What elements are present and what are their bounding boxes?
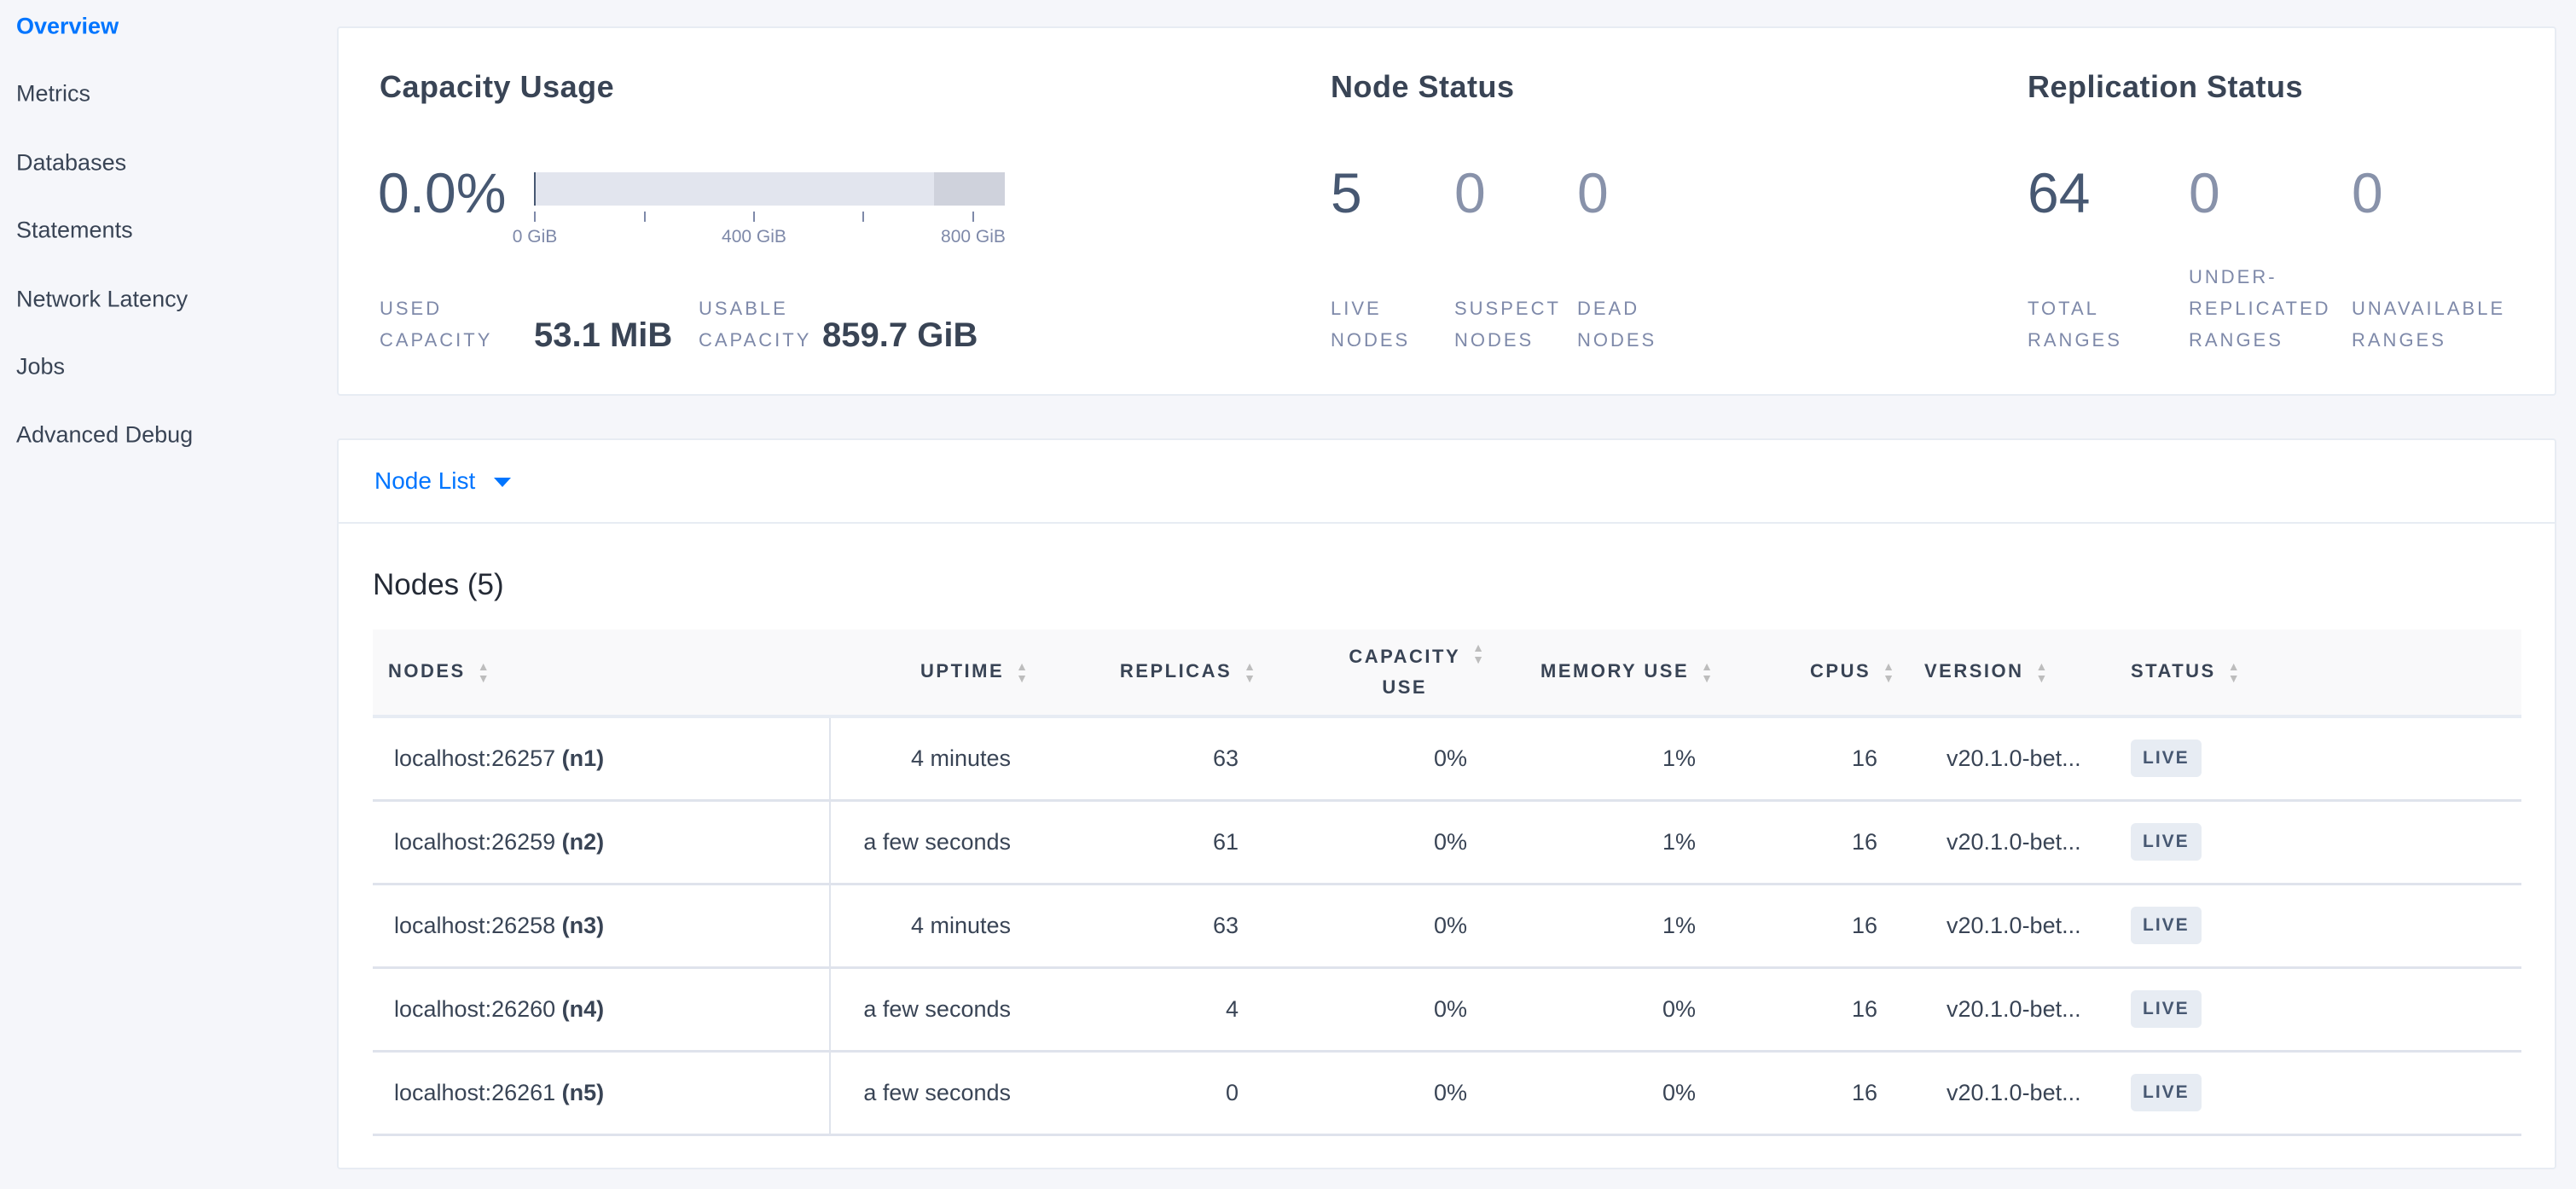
uptime-cell: a few seconds <box>830 967 1049 1053</box>
replicas-cell: 0 <box>1049 1051 1277 1136</box>
version-cell: v20.1.0-bet... <box>1916 716 2107 802</box>
uptime-cell: a few seconds <box>830 800 1049 885</box>
col-capacity-use[interactable]: CAPACITY USE ▲ ▼ <box>1277 629 1506 718</box>
sidebar-item-advanced-debug[interactable]: Advanced Debug <box>16 421 194 448</box>
node-address[interactable]: localhost:26259 (n2) <box>373 800 831 885</box>
version-cell: v20.1.0-bet... <box>1916 1051 2107 1136</box>
dead-nodes-count: 0 <box>1577 161 1609 224</box>
cpus-cell: 16 <box>1734 716 1916 802</box>
uptime-cell: a few seconds <box>830 1051 1049 1136</box>
unavailable-ranges-count: 0 <box>2352 161 2383 224</box>
replication-status-title: Replication Status <box>2028 69 2304 104</box>
col-cpus[interactable]: CPUS ▲ ▼ <box>1734 629 1916 718</box>
replicas-cell: 61 <box>1049 800 1277 885</box>
sort-icon: ▲ ▼ <box>477 659 490 686</box>
capacity-cell: 0% <box>1277 967 1506 1053</box>
sort-icon: ▲ ▼ <box>2227 659 2240 686</box>
usable-capacity-value: 859.7 GiB <box>822 316 978 354</box>
sidebar-item-statements[interactable]: Statements <box>16 217 133 243</box>
sort-icon: ▲ ▼ <box>2035 659 2048 686</box>
version-cell: v20.1.0-bet... <box>1916 884 2107 969</box>
under-replicated-label: UNDER- REPLICATED RANGES <box>2189 266 2331 351</box>
sidebar-item-metrics[interactable]: Metrics <box>16 80 90 107</box>
node-status-title: Node Status <box>1331 69 1515 104</box>
used-capacity-label: USED CAPACITY <box>380 298 493 351</box>
unavailable-ranges-label: UNAVAILABLE RANGES <box>2352 298 2506 351</box>
table-row: localhost:26258 (n3) 4 minutes 63 0% 1% 16 v20… <box>373 884 2521 969</box>
sort-icon: ▲ ▼ <box>1472 641 1484 666</box>
under-replicated-count: 0 <box>2189 161 2220 224</box>
axis-tick-0: 0 GiB <box>512 227 558 246</box>
capacity-cell: 0% <box>1277 884 1506 969</box>
node-address[interactable]: localhost:26257 (n1) <box>373 716 831 802</box>
capacity-bar-unusable <box>934 172 1005 206</box>
axis-tick-800: 800 GiB <box>941 227 1006 246</box>
capacity-cell: 0% <box>1277 800 1506 885</box>
capacity-cell: 0% <box>1277 1051 1506 1136</box>
col-uptime[interactable]: UPTIME ▲ ▼ <box>830 629 1049 718</box>
sidebar-item-network-latency[interactable]: Network Latency <box>16 286 189 312</box>
cpus-cell: 16 <box>1734 884 1916 969</box>
dead-nodes-label: DEAD NODES <box>1577 298 1657 351</box>
version-cell: v20.1.0-bet... <box>1916 800 2107 885</box>
sidebar-item-overview[interactable]: Overview <box>16 13 119 39</box>
usable-capacity-label: USABLE CAPACITY <box>699 298 812 351</box>
node-address[interactable]: localhost:26258 (n3) <box>373 884 831 969</box>
replicas-cell: 63 <box>1049 716 1277 802</box>
live-nodes-label: LIVE NODES <box>1331 298 1411 351</box>
capacity-bar-used <box>534 172 537 206</box>
node-address[interactable]: localhost:26260 (n4) <box>373 967 831 1053</box>
sidebar-item-databases[interactable]: Databases <box>16 149 127 176</box>
used-capacity-value: 53.1 MiB <box>534 316 673 354</box>
capacity-usage-title: Capacity Usage <box>380 69 615 104</box>
live-nodes-count: 5 <box>1331 161 1362 224</box>
suspect-nodes-label: SUSPECT NODES <box>1454 298 1561 351</box>
total-ranges-label: TOTAL RANGES <box>2028 298 2122 351</box>
replicas-cell: 4 <box>1049 967 1277 1053</box>
status-badge: LIVE <box>2131 990 2202 1028</box>
cluster-summary-card: Capacity Usage 0.0% 0 GiB 400 GiB 800 Gi… <box>337 26 2556 396</box>
table-row: localhost:26259 (n2) a few seconds 61 0% 1% 1… <box>373 800 2521 885</box>
memory-cell: 1% <box>1506 716 1734 802</box>
total-ranges-count: 64 <box>2028 161 2091 224</box>
version-cell: v20.1.0-bet... <box>1916 967 2107 1053</box>
status-badge: LIVE <box>2131 1074 2202 1111</box>
col-status[interactable]: STATUS ▲ ▼ <box>2107 629 2521 718</box>
node-list-dropdown[interactable]: Node List <box>374 467 512 495</box>
memory-cell: 1% <box>1506 800 1734 885</box>
memory-cell: 0% <box>1506 1051 1734 1136</box>
uptime-cell: 4 minutes <box>830 716 1049 802</box>
col-memory-use[interactable]: MEMORY USE ▲ ▼ <box>1506 629 1734 718</box>
nodes-heading: Nodes (5) <box>373 568 504 601</box>
sidebar-item-jobs[interactable]: Jobs <box>16 353 66 380</box>
uptime-cell: 4 minutes <box>830 884 1049 969</box>
cpus-cell: 16 <box>1734 967 1916 1053</box>
table-row: localhost:26261 (n5) a few seconds 0 0% 0% 16… <box>373 1051 2521 1136</box>
capacity-bar <box>534 172 1005 206</box>
capacity-percent: 0.0% <box>378 161 507 224</box>
table-row: localhost:26257 (n1) 4 minutes 63 0% 1% 16 v20… <box>373 716 2521 802</box>
sort-icon: ▲ ▼ <box>1244 659 1256 686</box>
sort-icon: ▲ ▼ <box>1883 659 1894 686</box>
capacity-cell: 0% <box>1277 716 1506 802</box>
memory-cell: 1% <box>1506 884 1734 969</box>
memory-cell: 0% <box>1506 967 1734 1053</box>
sort-icon: ▲ ▼ <box>1016 659 1028 686</box>
suspect-nodes-count: 0 <box>1454 161 1486 224</box>
nodes-table: NODES ▲ ▼ UPTIME ▲ ▼ REPLICAS ▲ ▼ CAPACITY USE ▲… <box>373 629 2521 1136</box>
sort-icon: ▲ ▼ <box>1701 659 1713 686</box>
col-version[interactable]: VERSION ▲ ▼ <box>1916 629 2107 718</box>
caret-down-icon <box>494 478 512 488</box>
table-row: localhost:26260 (n4) a few seconds 4 0% 0% 16… <box>373 967 2521 1053</box>
axis-tick-400: 400 GiB <box>722 227 786 246</box>
col-replicas[interactable]: REPLICAS ▲ ▼ <box>1049 629 1277 718</box>
replicas-cell: 63 <box>1049 884 1277 969</box>
col-nodes[interactable]: NODES ▲ ▼ <box>373 629 830 718</box>
status-badge: LIVE <box>2131 907 2202 944</box>
status-badge: LIVE <box>2131 823 2202 861</box>
node-address[interactable]: localhost:26261 (n5) <box>373 1051 831 1136</box>
status-badge: LIVE <box>2131 740 2202 778</box>
cpus-cell: 16 <box>1734 800 1916 885</box>
cpus-cell: 16 <box>1734 1051 1916 1136</box>
